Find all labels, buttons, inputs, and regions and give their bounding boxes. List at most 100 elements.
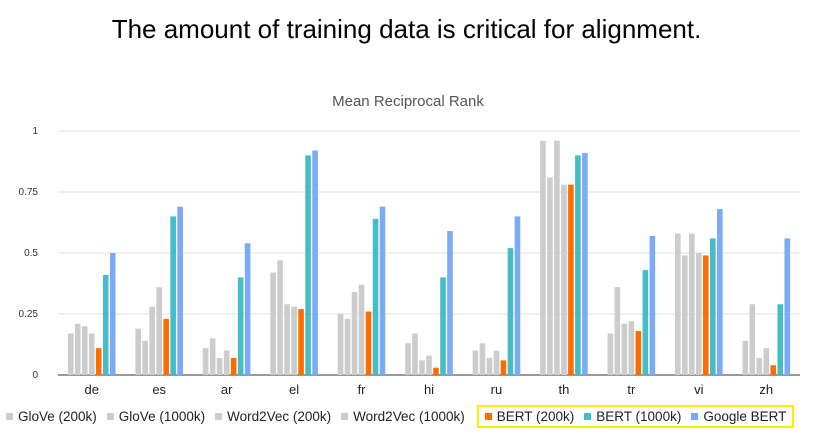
x-tick-label: es [152,382,166,397]
chart-title: Mean Reciprocal Rank [332,93,484,110]
x-tick-label: ru [491,382,503,397]
bar [628,321,635,375]
x-tick-label: hi [424,382,434,397]
bar [177,206,183,375]
bar [642,270,649,375]
bar [433,367,439,375]
legend-swatch [484,412,492,420]
y-axis-tick-labels: 0 0.25 0.5 0.75 1 [19,126,39,381]
bar [575,155,581,375]
legend-swatch [215,412,223,420]
bar [216,357,223,375]
legend-label: BERT (1000k) [596,408,682,424]
bar [710,238,716,375]
bar [582,152,588,375]
bar [270,272,276,375]
bar [351,292,358,375]
x-tick-label: tr [627,382,636,397]
x-axis-tick-labels: de es ar el fr hi ru th tr vi zh [84,382,773,397]
legend-item: BERT (1000k) [584,409,681,424]
bar [696,253,702,375]
bar [426,355,432,375]
bar [472,350,479,375]
bar [440,277,446,375]
bar [635,331,642,375]
bar [500,360,507,375]
bar [102,274,109,375]
bar [493,350,500,375]
bar [742,340,749,375]
bar [568,184,574,375]
bar [614,287,621,375]
chart-legend: GloVe (200k) GloVe (1000k) Word2Vec (200k)… [6,404,795,428]
bar [163,318,169,375]
gridlines [58,130,800,376]
legend-label: GloVe (1000k) [118,408,206,424]
bar [507,248,514,375]
y-tick-label: 0.5 [24,248,38,259]
bar [209,338,216,375]
mrr-bar-chart: Mean Reciprocal Rank 0 0.25 0.5 0.75 1 de es a… [19,93,800,397]
y-tick-label: 0.25 [19,309,39,320]
bar [540,140,546,375]
bar [81,326,88,375]
bar [298,309,304,375]
legend-swatch [106,412,114,420]
x-tick-label: ar [221,382,233,397]
bar [312,150,318,375]
y-tick-label: 1 [32,126,38,137]
x-tick-label: de [84,382,98,397]
bar [149,306,155,375]
bar [675,233,681,375]
bar [479,343,486,375]
legend-swatch [584,412,592,420]
bar [777,304,784,375]
bar [156,287,162,375]
bar [88,333,95,375]
bar [703,255,709,375]
bar [358,284,365,375]
bar [305,155,311,375]
legend-highlight-box: BERT (200k) BERT (1000k) Google BERT [476,404,795,428]
bar [412,333,418,375]
bar [649,235,656,375]
legend-item: Google BERT [691,409,786,424]
legend-swatch [6,412,13,420]
y-tick-label: 0.75 [19,187,39,198]
bar [447,231,453,375]
bar [237,277,244,375]
x-tick-label: fr [358,382,367,397]
legend-label: BERT (200k) [496,408,575,424]
legend-label: Word2Vec (200k) [227,408,332,424]
y-tick-label: 0 [32,370,38,381]
x-tick-label: th [558,382,569,397]
bar [230,357,237,375]
bar [621,323,628,375]
bar [689,233,695,375]
bar [74,323,81,375]
bar [244,243,251,375]
bar [717,209,723,375]
bar [607,333,614,375]
legend-swatch [691,412,699,420]
x-tick-label: el [289,382,299,397]
bar [365,311,372,375]
bar [344,318,351,375]
bar [547,177,553,375]
bar [67,333,74,375]
bar [202,348,209,375]
bar [337,314,344,375]
bar [756,357,763,375]
bar [379,206,386,375]
bar [749,304,756,375]
bar [405,343,411,375]
bar [419,360,425,375]
legend-label: GloVe (200k) [18,408,97,424]
legend-swatch [341,412,349,420]
bar [291,306,297,375]
legend-label: Google BERT [703,408,787,424]
legend-item: GloVe (1000k) [106,408,206,424]
bar [284,304,290,375]
bar [514,216,521,375]
bar [784,238,791,375]
